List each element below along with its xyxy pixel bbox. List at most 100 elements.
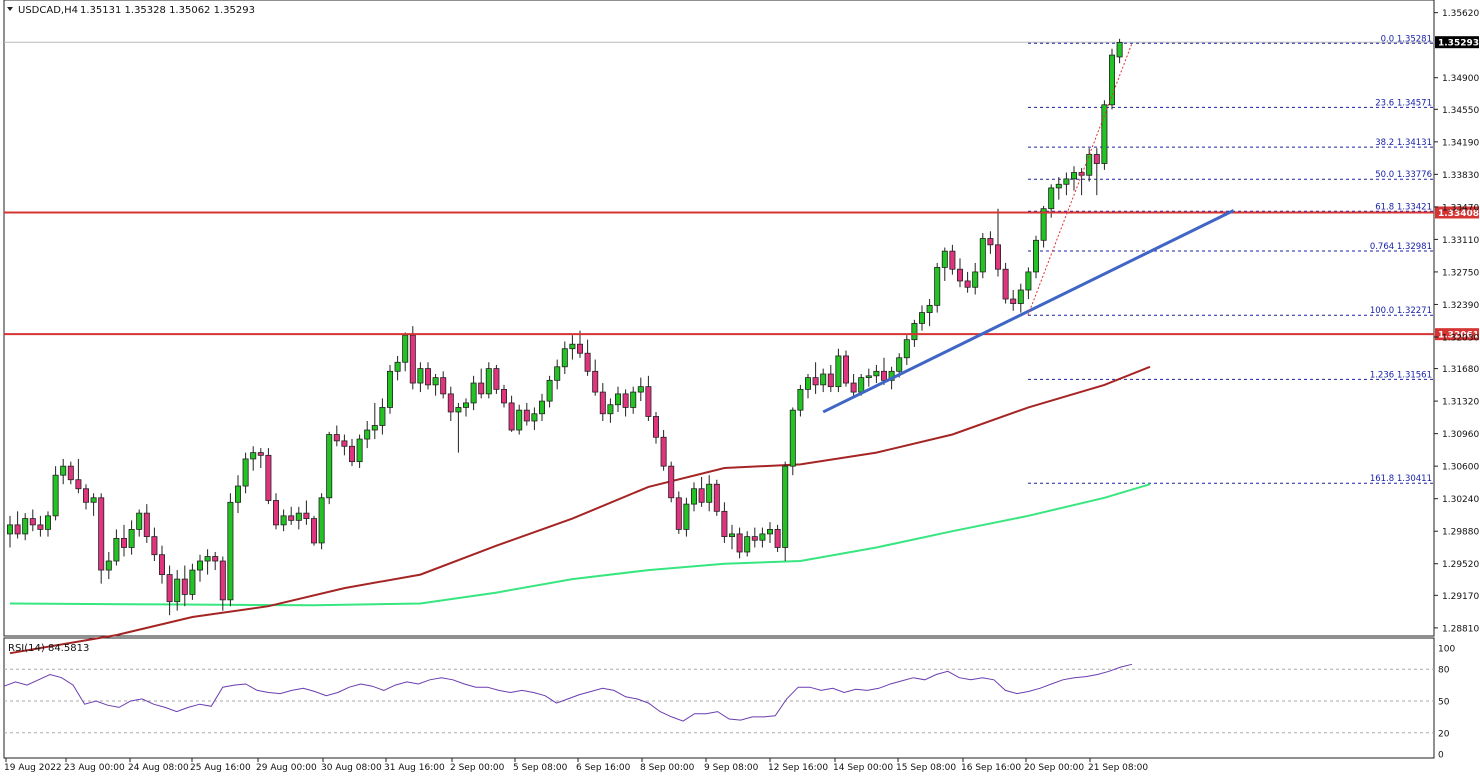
candle-body <box>402 334 409 363</box>
candle-body <box>782 465 789 548</box>
candle-body <box>371 425 378 431</box>
candle-body <box>272 500 279 526</box>
candle <box>257 448 264 468</box>
candle-body <box>721 510 728 538</box>
candle <box>136 509 143 537</box>
candle-body <box>113 538 120 562</box>
candle-body <box>903 339 910 359</box>
candle <box>729 524 736 550</box>
fib-zigzag-line <box>1027 43 1133 316</box>
price-tick-label: 1.34190 <box>1442 138 1479 148</box>
price-tick-label: 1.32750 <box>1442 268 1479 278</box>
candle-body <box>1063 178 1070 185</box>
fib-level-label: 161.8 1.30411 <box>1370 474 1432 484</box>
candle-body <box>105 560 112 571</box>
candle-body <box>881 370 888 381</box>
candle-body <box>280 515 287 526</box>
candle-body <box>508 402 515 431</box>
candle <box>1101 100 1108 170</box>
candle <box>531 407 538 431</box>
time-tick-label: 9 Sep 08:00 <box>704 763 759 773</box>
candle-body <box>1055 183 1062 189</box>
candle-body <box>1048 187 1055 210</box>
candle <box>310 515 317 546</box>
fib-level-label: 100.0 1.32271 <box>1370 306 1432 316</box>
candle <box>500 384 507 408</box>
candle <box>926 299 933 327</box>
candle <box>1002 262 1009 304</box>
candle <box>599 383 606 421</box>
candle <box>196 554 203 582</box>
candle-body <box>789 409 796 467</box>
candle-body <box>295 512 302 521</box>
candle <box>835 348 842 393</box>
fib-level-label: 50.0 1.33776 <box>1375 170 1432 180</box>
candle-body <box>523 409 530 422</box>
candle <box>751 527 758 548</box>
horizontal-level-tag <box>1435 206 1479 219</box>
candle-body <box>827 373 834 388</box>
candle-body <box>584 352 591 372</box>
fib-level-label: 38.2 1.34131 <box>1375 138 1432 148</box>
fibonacci-levels: 0.0 1.35281 23.6 1.34571 38.2 1.34131 50.0 … <box>1028 34 1434 484</box>
candle-body <box>22 518 29 535</box>
candle-body <box>615 393 622 406</box>
candle <box>523 402 530 426</box>
price-tick-label: 1.30240 <box>1442 495 1479 505</box>
moving-average-green <box>9 483 1151 607</box>
candle <box>691 482 698 512</box>
candle-body <box>52 474 59 517</box>
candle <box>957 258 964 288</box>
candle-body <box>45 515 52 530</box>
candle <box>903 335 910 365</box>
price-tick-label: 1.33830 <box>1442 171 1479 181</box>
candle <box>561 341 568 375</box>
candle <box>1017 283 1024 313</box>
candle <box>584 339 591 376</box>
time-tick-label: 5 Sep 08:00 <box>513 763 568 773</box>
candle-body <box>805 377 812 390</box>
candle-body <box>653 416 660 438</box>
price-tick-label: 1.29170 <box>1442 592 1479 602</box>
candle <box>409 326 416 390</box>
candle-body <box>539 400 546 415</box>
candle-body <box>318 497 325 544</box>
dropdown-triangle-icon[interactable] <box>7 7 13 11</box>
candle-body <box>158 554 165 575</box>
candle <box>303 500 310 525</box>
candle <box>1055 177 1062 200</box>
candle <box>37 515 44 537</box>
candle <box>493 364 500 394</box>
horizontal-level-value: 1.32061 <box>1438 331 1479 341</box>
candle <box>668 461 675 503</box>
candle <box>546 375 553 408</box>
candle <box>318 493 325 550</box>
candle <box>98 493 105 584</box>
candle-body <box>820 373 827 386</box>
candle-body <box>485 368 492 395</box>
candle <box>615 386 622 412</box>
candle-body <box>1010 298 1017 304</box>
fib-level-label: 61.8 1.33421 <box>1375 202 1432 212</box>
price-tick-label: 1.29520 <box>1442 560 1479 570</box>
candle <box>386 364 393 414</box>
candle-body <box>561 348 568 368</box>
candle-body <box>972 271 979 288</box>
candle <box>721 502 728 543</box>
candle-body <box>432 377 439 386</box>
candle <box>417 362 424 393</box>
candle <box>242 452 249 494</box>
candle <box>204 549 211 575</box>
candle-body <box>462 402 469 408</box>
price-tick-label: 1.31680 <box>1442 365 1479 375</box>
time-tick-label: 14 Sep 00:00 <box>833 763 893 773</box>
candle-body <box>774 528 781 548</box>
candle-body <box>98 497 105 571</box>
candle <box>1109 48 1116 110</box>
candle <box>630 386 637 414</box>
candle <box>850 374 857 399</box>
candle <box>14 511 21 539</box>
candle-body <box>675 497 682 530</box>
candle <box>1010 289 1017 311</box>
candle-body <box>500 388 507 404</box>
